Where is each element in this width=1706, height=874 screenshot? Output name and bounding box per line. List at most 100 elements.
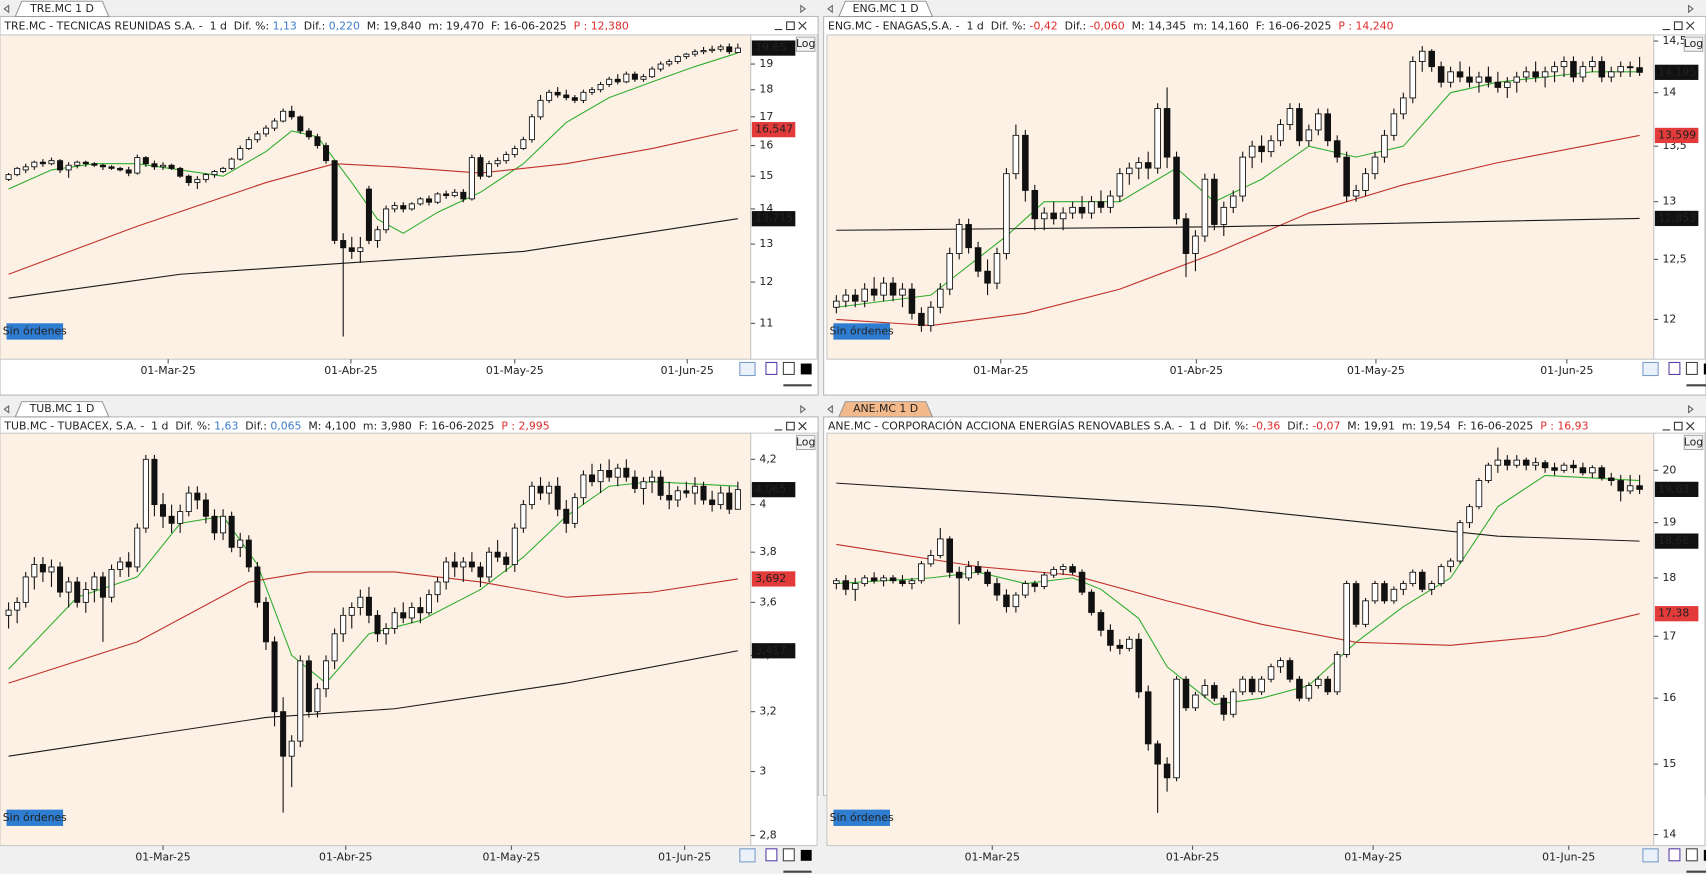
chart-info: ANE.MC - CORPORACIÓN ACCIONA ENERGÍAS RE… [828, 420, 1589, 433]
candle-body [1352, 583, 1360, 625]
maximize-button[interactable] [1673, 21, 1683, 31]
candle-body [99, 164, 106, 168]
candle-body [1551, 66, 1558, 73]
x-tick-label: 01-Jun-25 [1542, 851, 1595, 864]
toolbar-icon-wave[interactable] [739, 361, 756, 377]
toolbar-icon-save[interactable] [1668, 848, 1681, 862]
close-button[interactable] [1686, 21, 1695, 30]
candle-body [134, 157, 141, 174]
chart-tab-label[interactable]: TRE.MC 1 D [29, 2, 94, 15]
orders-button-label[interactable]: Sin órdenes [830, 811, 894, 824]
candle-body [1437, 566, 1445, 585]
chart-info: ENG.MC - ENAGAS,S.A. - 1 d Dif. %: -0,42… [828, 19, 1394, 32]
x-tick-label: 01-Abr-25 [319, 851, 372, 864]
x-tick-label: 01-Mar-25 [973, 364, 1028, 377]
candle-body [494, 160, 501, 165]
moving-average-line [8, 52, 739, 234]
candle-body [468, 157, 475, 200]
candle-body [417, 198, 424, 205]
candle-body [391, 205, 398, 210]
toolbar-icon-wave[interactable] [739, 848, 756, 863]
orders-button-label[interactable]: Sin órdenes [3, 811, 67, 824]
chart-tab-label[interactable]: ENG.MC 1 D [853, 2, 919, 15]
close-button[interactable] [798, 21, 807, 30]
log-button-label[interactable]: Log [1684, 435, 1703, 448]
candle-body [91, 576, 98, 591]
orders-button-label[interactable]: Sin órdenes [830, 324, 894, 337]
price-tag [1654, 210, 1699, 227]
candle-body [614, 467, 621, 478]
close-button[interactable] [798, 421, 807, 431]
candle-body [974, 566, 982, 573]
candle-body [1003, 173, 1010, 254]
toolbar-icon-save[interactable] [765, 848, 778, 862]
toolbar-icon-save[interactable] [1668, 361, 1681, 375]
toolbar-icon-pin[interactable] [782, 848, 795, 862]
info-segment: Dif.: [297, 19, 329, 32]
toolbar-icon-wave[interactable] [1642, 848, 1659, 863]
toolbar-icon-color[interactable] [800, 363, 812, 375]
candle-body [1579, 467, 1587, 474]
log-button[interactable] [1683, 434, 1704, 451]
candle-body [288, 110, 295, 118]
toolbar-icon-wave[interactable] [1642, 361, 1659, 377]
candle-body [460, 561, 467, 568]
candle-body [1239, 156, 1246, 197]
log-button[interactable] [1683, 36, 1704, 52]
log-button-label[interactable]: Log [1684, 37, 1703, 50]
candle-body [383, 208, 390, 231]
chart-tab-label[interactable]: TUB.MC 1 D [29, 402, 95, 415]
candle-body [1040, 574, 1048, 587]
close-button[interactable] [1686, 421, 1695, 431]
candle-body [631, 476, 638, 489]
candle-body [927, 306, 935, 327]
chart-tab-label[interactable]: ANE.MC 1 D [853, 402, 918, 415]
candle-body [1182, 678, 1190, 709]
chart-tab[interactable] [14, 0, 110, 18]
candle-body [537, 99, 544, 118]
maximize-button[interactable] [786, 421, 795, 431]
toolbar-icon-color[interactable] [800, 849, 812, 861]
candle-body [1173, 678, 1180, 779]
x-tick-label: 01-Jun-25 [661, 364, 714, 377]
candle-body [1589, 61, 1596, 68]
maximize-button[interactable] [1673, 421, 1683, 431]
orders-button-label[interactable]: Sin órdenes [3, 324, 67, 337]
candle-body [177, 167, 184, 177]
log-button-label[interactable]: Log [796, 435, 815, 448]
candle-body [1485, 76, 1492, 83]
toolbar-icon-pin[interactable] [1685, 361, 1698, 375]
candle-body [1296, 108, 1303, 142]
toolbar-icon-color[interactable] [1703, 363, 1706, 375]
toolbar-icon-color[interactable] [1703, 849, 1706, 861]
orders-button[interactable] [6, 323, 64, 340]
log-button[interactable] [795, 434, 816, 451]
log-button-label[interactable]: Log [796, 37, 815, 50]
y-tick-label: 12,5 [1662, 252, 1686, 265]
chart-tab[interactable] [14, 401, 110, 418]
candle-body [1078, 206, 1086, 214]
y-tick-label: 14,5 [1662, 34, 1686, 47]
log-button[interactable] [795, 36, 816, 52]
chart-tab[interactable] [838, 0, 934, 18]
chart-tab[interactable] [838, 401, 934, 418]
candle-body [1428, 50, 1435, 68]
candle-body [168, 515, 175, 524]
candle-body [700, 50, 707, 53]
candle-body [1513, 76, 1521, 83]
toolbar-icon-pin[interactable] [1685, 848, 1698, 862]
candle-body [1560, 464, 1568, 471]
toolbar-icon-save[interactable] [765, 361, 778, 375]
toolbar-icon-pin[interactable] [782, 361, 795, 375]
orders-button[interactable] [833, 323, 890, 340]
orders-button[interactable] [833, 809, 890, 826]
price-axis [750, 432, 818, 847]
candle-body [631, 73, 638, 80]
maximize-button[interactable] [786, 21, 795, 31]
candle-body [528, 116, 535, 141]
candle-body [39, 161, 46, 165]
price-tag-label: 13,715 [755, 212, 793, 225]
x-tick-label: 01-Mar-25 [965, 851, 1020, 864]
orders-button[interactable] [6, 809, 64, 826]
candle-body [1522, 459, 1530, 466]
